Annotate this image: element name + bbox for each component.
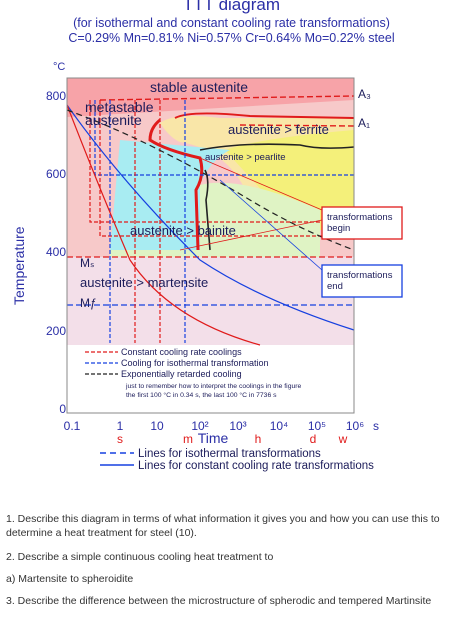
inner-legend: Constant cooling rate coolings Cooling f… — [85, 347, 302, 399]
plot-frame — [66, 77, 355, 414]
question-2a: a) Martensite to spheroidite — [6, 573, 134, 585]
callout-end-box — [321, 264, 403, 298]
metastable-line-1: metastable — [85, 99, 154, 115]
callout-end-text: transformations end — [327, 270, 395, 292]
label-a1: A₁ — [358, 116, 370, 130]
x-tick-1: 1 — [117, 419, 124, 433]
x-marker-s: s — [117, 432, 123, 446]
ferrite-begin-curve — [174, 112, 355, 119]
label-martensite: austenite > martensite — [80, 275, 208, 290]
transformation-end-curve — [199, 143, 355, 151]
diagram-title: TTT diagram — [183, 0, 280, 14]
callout-end: transformations end — [219, 179, 403, 298]
diagram-subtitle: (for isothermal and constant cooling rat… — [73, 16, 390, 30]
callout-end-line-1: transformations — [327, 270, 393, 281]
y-ticks: 800 600 400 200 0 — [46, 89, 66, 416]
legend-exponential: Exponentially retarded cooling — [121, 369, 242, 379]
y-tick-200: 200 — [46, 324, 66, 338]
x-tick-10: 10 — [150, 419, 164, 433]
a1-line — [239, 124, 355, 127]
callout-begin-line-1: transformations — [327, 212, 393, 223]
x-tick-10e2: 10² — [191, 419, 208, 433]
a3-line — [99, 95, 355, 101]
steel-composition: C=0.29% Mn=0.81% Ni=0.57% Cr=0.64% Mo=0.… — [68, 31, 395, 45]
x-tick-0.1: 0.1 — [64, 419, 81, 433]
label-pearlite: austenite > pearlite — [205, 152, 286, 163]
outer-legend: Lines for isothermal transformations Lin… — [100, 448, 374, 472]
label-bainite: austenite > bainite — [130, 223, 236, 238]
x-marker-d: d — [310, 432, 317, 446]
x-tick-10e5: 10⁵ — [308, 419, 326, 433]
legend-iso-lines: Lines for isothermal transformations — [138, 448, 321, 460]
x-tick-10e6: 10⁶ — [346, 419, 364, 433]
y-unit-label: °C — [53, 61, 65, 73]
x-marker-w: w — [338, 432, 348, 446]
callout-begin-line-2: begin — [327, 223, 350, 234]
label-ferrite: austenite > ferrite — [228, 122, 329, 137]
y-tick-600: 600 — [46, 167, 66, 181]
ttt-diagram: °C Temperature 800 600 400 200 0 0.1 1 1… — [11, 61, 403, 472]
x-tick-10e4: 10⁴ — [270, 419, 289, 433]
x-time-markers: s m h d w — [117, 432, 348, 446]
legend-const-lines: Lines for constant cooling rate transfor… — [138, 460, 374, 472]
metastable-line-2: austenite — [85, 112, 142, 128]
y-axis-title: Temperature — [11, 226, 27, 305]
x-marker-m: m — [183, 432, 193, 446]
legend-note-1: just to remember how to interpret the co… — [125, 383, 302, 390]
label-ms: Mₛ — [80, 256, 94, 270]
label-metastable-austenite: metastable austenite — [85, 99, 157, 128]
y-tick-400: 400 — [46, 245, 66, 259]
legend-isothermal: Cooling for isothermal transformation — [121, 358, 269, 368]
x-unit-label: s — [373, 419, 379, 433]
question-3: 3. Describe the difference between the m… — [6, 595, 432, 607]
y-tick-800: 800 — [46, 89, 66, 103]
callout-begin-text: transformations begin — [327, 212, 395, 234]
callout-begin: transformations begin — [179, 157, 403, 251]
x-ticks: 0.1 1 10 10² 10³ 10⁴ 10⁵ 10⁶ s — [64, 419, 379, 433]
x-axis-title: Time — [198, 430, 229, 446]
y-tick-0: 0 — [59, 402, 66, 416]
callout-end-line-2: end — [327, 281, 343, 292]
legend-constant: Constant cooling rate coolings — [121, 347, 242, 357]
label-a3: A₃ — [358, 87, 371, 101]
label-mf: Mƒ — [80, 296, 97, 310]
isothermal-paths — [89, 100, 354, 343]
x-marker-h: h — [255, 432, 262, 446]
transformation-begin-curve — [148, 118, 204, 251]
question-1: 1. Describe this diagram in terms of wha… — [6, 513, 440, 539]
legend-note-2: the first 100 °C in 0.34 s, the last 100… — [126, 391, 277, 399]
question-2: 2. Describe a simple continuous cooling … — [6, 551, 274, 563]
constant-cooling-curves — [66, 104, 355, 346]
region-pearlite — [225, 130, 354, 230]
label-stable-austenite: stable austenite — [150, 79, 248, 95]
callout-begin-box — [321, 206, 403, 240]
x-tick-10e3: 10³ — [229, 419, 246, 433]
